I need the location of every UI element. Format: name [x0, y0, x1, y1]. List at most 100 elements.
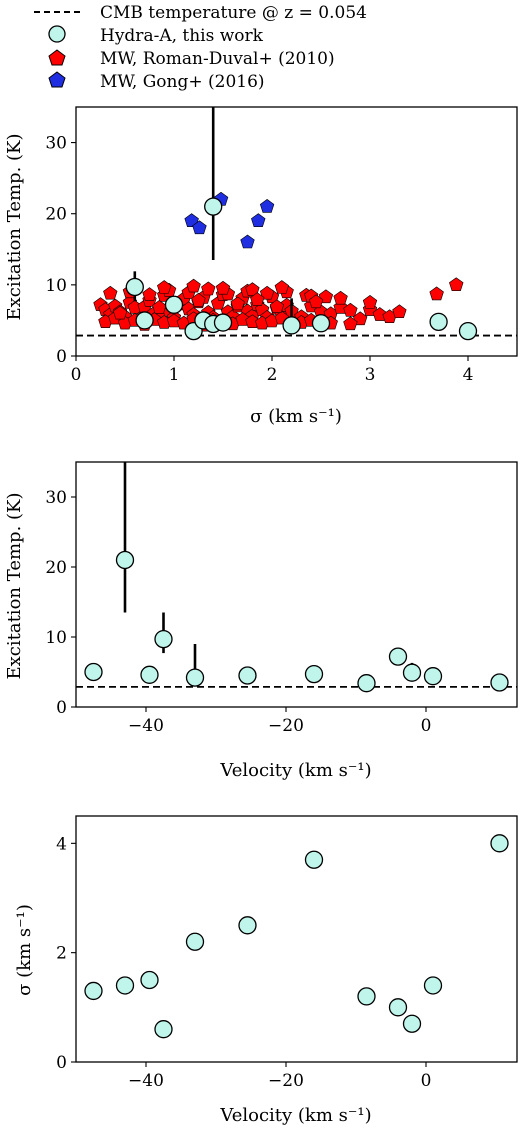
hydra-point — [154, 629, 173, 649]
romanduval-point — [235, 312, 250, 326]
x-tick-label: 2 — [267, 365, 278, 385]
romanduval-point — [166, 313, 182, 328]
plot-area — [84, 834, 509, 1039]
romanduval-point — [103, 285, 118, 300]
x-tick-label: 4 — [463, 365, 474, 385]
hydra-point — [204, 197, 223, 216]
axes-frame — [75, 461, 518, 708]
x-tick-label: 0 — [421, 716, 432, 736]
hydra-point — [115, 550, 135, 570]
hydra-point — [388, 998, 408, 1017]
romanduval-point — [343, 302, 358, 317]
panel3-xlabel: Velocity (km s⁻¹) — [219, 1105, 371, 1126]
romanduval-point — [308, 294, 324, 309]
hydra-point — [84, 981, 103, 1001]
panel-tex-vs-sigma: Excitation Temp. (K) σ (km s⁻¹) 0 1 2 3 4 0 10… — [4, 106, 518, 427]
hydra-point — [304, 664, 324, 684]
y-tick-label: 2 — [56, 944, 67, 964]
panel3-ylabel: σ (km s⁻¹) — [14, 904, 35, 996]
panel2-ylabel: Excitation Temp. (K) — [4, 492, 25, 679]
panel-tex-vs-velocity: Excitation Temp. (K) Velocity (km s⁻¹) −… — [4, 461, 518, 781]
romanduval-point — [112, 305, 128, 320]
hydra-point — [140, 970, 159, 990]
x-tick-label: 3 — [365, 365, 376, 385]
x-tick-label: 1 — [169, 365, 180, 385]
hydra-point — [238, 916, 257, 935]
hydra-point — [154, 1020, 173, 1039]
romanduval-point — [230, 296, 245, 311]
x-tick-label: 0 — [421, 1071, 432, 1091]
romanduval-point — [259, 285, 275, 300]
hydra-point — [185, 932, 205, 951]
hydra-point — [423, 667, 443, 686]
romanduval-point — [449, 277, 464, 292]
hydra-point — [213, 313, 233, 332]
hydra-point — [402, 663, 422, 682]
hydra-point — [185, 668, 205, 687]
gong-point — [259, 199, 275, 213]
hydra-point — [402, 1014, 422, 1033]
hydra-point — [388, 647, 408, 666]
legend-label-hydra: Hydra-A, this work — [100, 26, 264, 46]
gong-point — [184, 213, 199, 227]
hydra-point — [125, 277, 144, 297]
y-tick-label: 10 — [45, 276, 67, 296]
romanduval-point — [191, 292, 206, 307]
legend-label-gong: MW, Gong+ (2016) — [100, 72, 265, 92]
romanduval-point — [186, 278, 201, 293]
hydra-point — [458, 321, 478, 341]
romanduval-point — [392, 304, 407, 319]
y-tick-label: 0 — [56, 347, 67, 367]
hydra-point — [135, 311, 154, 330]
panel1-xlabel: σ (km s⁻¹) — [250, 406, 342, 427]
y-tick-label: 30 — [45, 134, 67, 154]
romanduval-point — [429, 286, 444, 301]
x-tick-label: 0 — [71, 365, 82, 385]
legend-hydra-marker — [48, 25, 66, 43]
gong-point — [251, 213, 266, 227]
panel-sigma-vs-velocity: σ (km s⁻¹) Velocity (km s⁻¹) −40 −20 0 0 2 4 — [14, 815, 518, 1126]
hydra-point — [164, 295, 184, 314]
panel2-xlabel: Velocity (km s⁻¹) — [219, 760, 371, 781]
gong-point — [192, 220, 207, 235]
hydra-point — [84, 662, 103, 682]
panel1-ylabel: Excitation Temp. (K) — [4, 133, 25, 320]
y-tick-label: 10 — [45, 628, 67, 648]
y-tick-label: 4 — [56, 834, 67, 854]
hydra-point — [238, 666, 257, 685]
romanduval-point — [215, 280, 231, 295]
hydra-point — [140, 665, 159, 684]
legend-label-cmb: CMB temperature @ z = 0.054 — [100, 3, 367, 23]
axes-frame — [75, 106, 518, 357]
plot-area — [76, 107, 517, 341]
x-tick-label: −40 — [128, 716, 164, 736]
x-tick-label: −20 — [268, 716, 304, 736]
legend-label-romanduval: MW, Roman-Duval+ (2010) — [100, 49, 335, 69]
hydra-point — [423, 976, 443, 995]
x-tick-label: −20 — [268, 1071, 304, 1091]
romanduval-point — [372, 307, 387, 321]
gong-point — [240, 234, 255, 249]
romanduval-point — [274, 280, 289, 294]
plot-area — [76, 462, 517, 693]
legend: CMB temperature @ z = 0.054 Hydra-A, thi… — [34, 3, 367, 92]
hydra-point — [429, 312, 448, 332]
hydra-point — [357, 674, 376, 693]
romanduval-point — [245, 282, 260, 297]
y-tick-label: 20 — [45, 558, 67, 578]
y-tick-label: 0 — [56, 1053, 67, 1073]
romanduval-point — [157, 280, 172, 294]
hydra-point — [115, 976, 135, 995]
romanduval-point — [250, 292, 265, 306]
hydra-point — [490, 673, 509, 692]
hydra-point — [311, 314, 331, 333]
y-tick-label: 30 — [45, 488, 67, 508]
romanduval-point — [142, 287, 157, 301]
y-tick-label: 20 — [45, 205, 67, 225]
hydra-point — [304, 850, 324, 869]
hydra-point — [282, 316, 301, 335]
romanduval-point — [343, 316, 358, 331]
x-tick-label: −40 — [128, 1071, 164, 1091]
romanduval-point — [362, 295, 378, 309]
